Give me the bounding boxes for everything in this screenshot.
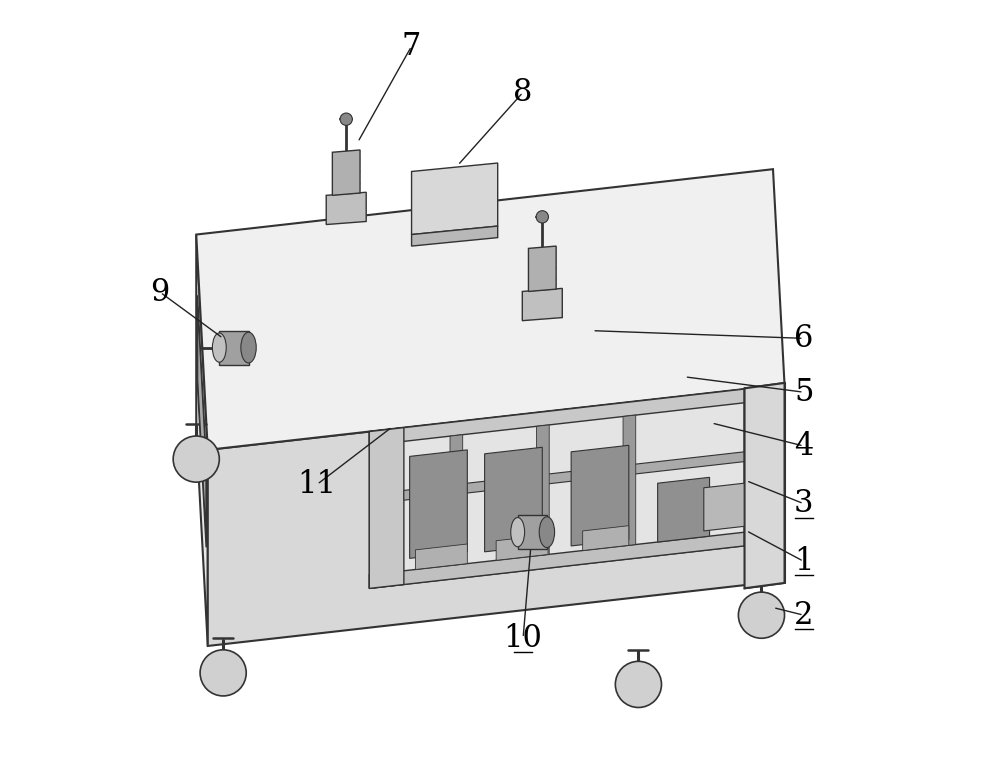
Polygon shape [332, 150, 360, 195]
Text: 2: 2 [794, 600, 814, 631]
Polygon shape [704, 483, 744, 531]
Text: 11: 11 [297, 469, 336, 500]
Polygon shape [583, 526, 629, 551]
Polygon shape [369, 428, 404, 588]
Text: 7: 7 [402, 31, 421, 62]
Polygon shape [450, 434, 463, 565]
Polygon shape [571, 445, 629, 546]
Text: 8: 8 [513, 77, 533, 108]
Polygon shape [326, 192, 366, 225]
Polygon shape [369, 528, 785, 588]
Polygon shape [410, 450, 467, 558]
Polygon shape [496, 535, 548, 561]
Polygon shape [198, 310, 206, 533]
Polygon shape [415, 544, 467, 570]
Polygon shape [196, 235, 208, 646]
Polygon shape [369, 384, 785, 588]
Ellipse shape [241, 332, 256, 363]
Polygon shape [537, 425, 549, 556]
Circle shape [340, 113, 352, 125]
Polygon shape [404, 452, 744, 500]
Text: 6: 6 [794, 323, 813, 354]
Polygon shape [208, 384, 785, 646]
Text: 5: 5 [794, 377, 814, 408]
Ellipse shape [511, 518, 525, 547]
Polygon shape [485, 448, 542, 552]
Text: 10: 10 [504, 623, 543, 654]
Polygon shape [412, 226, 498, 246]
Polygon shape [623, 415, 636, 546]
Text: 3: 3 [794, 488, 814, 519]
Polygon shape [412, 163, 498, 235]
Polygon shape [658, 478, 710, 542]
Polygon shape [369, 384, 785, 445]
Circle shape [615, 661, 661, 707]
Text: 9: 9 [150, 277, 170, 308]
Text: 4: 4 [794, 431, 813, 461]
Ellipse shape [539, 517, 555, 548]
Ellipse shape [212, 333, 226, 362]
Polygon shape [744, 384, 785, 546]
Bar [518, 515, 547, 549]
Polygon shape [196, 169, 785, 450]
Polygon shape [528, 246, 556, 291]
Polygon shape [197, 295, 206, 548]
Polygon shape [522, 288, 562, 321]
Polygon shape [745, 383, 785, 588]
Text: 1: 1 [794, 546, 814, 577]
Circle shape [536, 211, 548, 223]
Bar [219, 331, 249, 365]
Circle shape [173, 436, 219, 482]
Circle shape [200, 650, 246, 696]
Circle shape [738, 592, 785, 638]
